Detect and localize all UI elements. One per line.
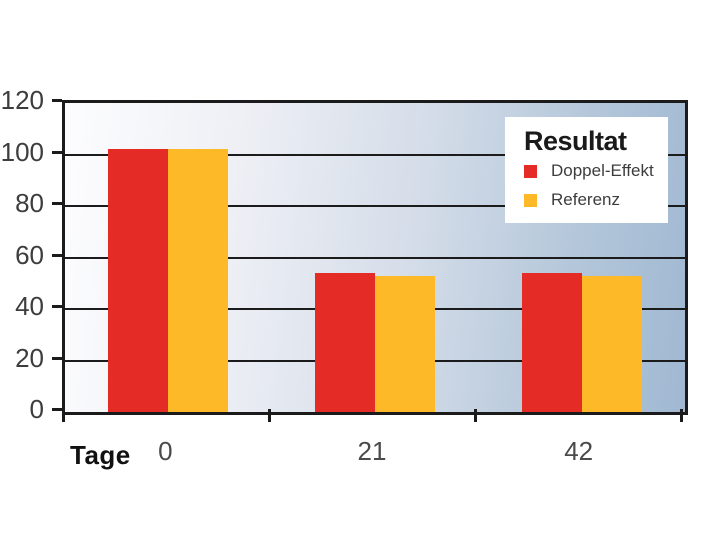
- y-axis-label-0: 0: [29, 394, 44, 424]
- x-axis-tick-1: [267, 409, 271, 422]
- y-axis-tick-40: [52, 305, 62, 308]
- y-axis-label-20: 20: [15, 342, 44, 373]
- y-axis-label-100: 100: [0, 136, 44, 167]
- x-axis-tick-2: [474, 409, 478, 422]
- legend-item-referenz: Referenz: [524, 190, 668, 210]
- y-axis-tick-0: [52, 408, 62, 411]
- x-axis-title: Tage: [70, 440, 131, 470]
- bar-referenz-day-0: [168, 149, 229, 412]
- legend-swatch-referenz: [524, 193, 537, 207]
- y-axis-tick-120: [52, 99, 62, 102]
- gridline-80: [65, 205, 685, 207]
- bar-referenz-day-42: [581, 275, 642, 412]
- y-axis-label-40: 40: [15, 291, 44, 321]
- legend-label-doppel-effekt: Doppel-Effekt: [551, 161, 654, 180]
- y-axis-label-80: 80: [15, 188, 44, 218]
- legend-item-doppel-effekt: Doppel-Effekt: [524, 161, 668, 181]
- gridline-100: [65, 153, 685, 156]
- x-axis-label-21: 21: [357, 436, 387, 466]
- y-axis-label-120: 120: [0, 85, 44, 115]
- x-axis-tick-3: [680, 409, 683, 422]
- bar-doppel-effekt-day-42: [521, 272, 582, 412]
- legend-swatch-doppel-effekt: [524, 164, 537, 178]
- y-axis-label-60: 60: [15, 239, 44, 270]
- bar-doppel-effekt-day-0: [108, 149, 169, 412]
- legend-title: Resultat: [524, 126, 627, 156]
- legend: Resultat Doppel-Effekt Referenz: [505, 117, 668, 223]
- gridline-60: [65, 256, 685, 259]
- y-axis-tick-60: [52, 253, 62, 257]
- bar-referenz-day-21: [375, 275, 435, 412]
- y-axis-tick-20: [52, 356, 62, 360]
- legend-items: Doppel-Effekt Referenz: [524, 161, 668, 210]
- x-axis-label-0: 0: [158, 436, 173, 466]
- y-axis-tick-100: [52, 150, 62, 154]
- x-axis-tick-0: [62, 409, 65, 422]
- legend-label-referenz: Referenz: [551, 190, 620, 209]
- y-axis-tick-80: [52, 202, 62, 205]
- bar-doppel-effekt-day-21: [315, 272, 375, 412]
- x-axis-label-42: 42: [564, 436, 594, 466]
